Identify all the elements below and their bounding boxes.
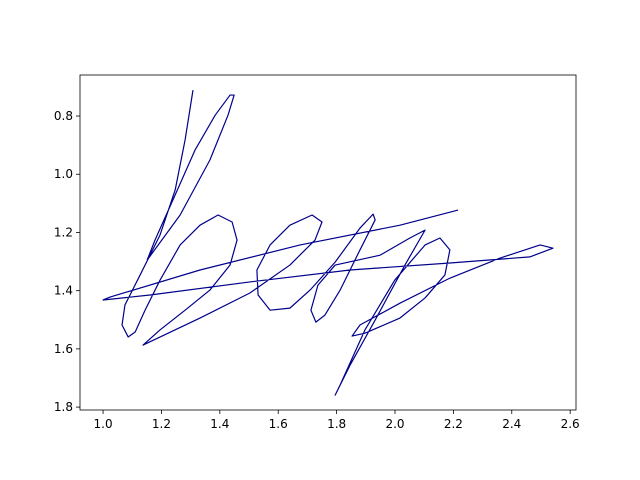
x-tick-label: 1.6 bbox=[269, 417, 288, 431]
y-tick-label: 1.4 bbox=[54, 284, 73, 298]
x-tick-label: 2.0 bbox=[385, 417, 404, 431]
x-tick-label: 1.8 bbox=[327, 417, 346, 431]
x-tick-label: 2.6 bbox=[561, 417, 580, 431]
y-tick-label: 1.6 bbox=[54, 342, 73, 356]
trajectory-line bbox=[102, 90, 554, 396]
y-tick-label: 1.0 bbox=[54, 167, 73, 181]
x-tick-label: 1.0 bbox=[94, 417, 113, 431]
y-tick-label: 1.8 bbox=[54, 400, 73, 414]
x-tick-label: 2.4 bbox=[502, 417, 521, 431]
x-tick-label: 1.2 bbox=[152, 417, 171, 431]
y-tick-label: 1.2 bbox=[54, 225, 73, 239]
y-tick-label: 0.8 bbox=[54, 109, 73, 123]
plot-frame bbox=[79, 74, 577, 411]
x-tick-label: 2.2 bbox=[444, 417, 463, 431]
x-tick-label: 1.4 bbox=[210, 417, 229, 431]
